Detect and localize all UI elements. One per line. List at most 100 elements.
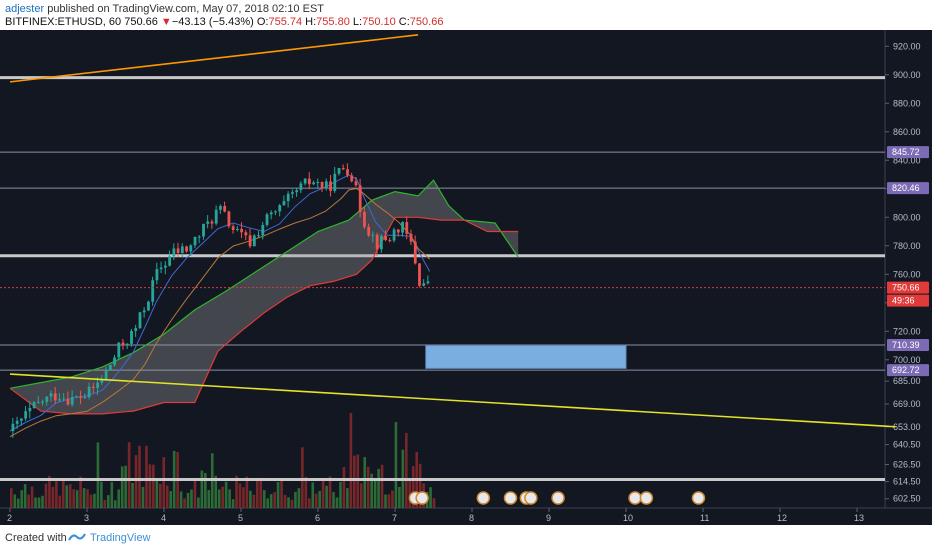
candle-body [83, 397, 87, 399]
volume-bar [359, 483, 363, 508]
volume-bar [61, 478, 65, 508]
volume-bar [301, 447, 304, 508]
volume-bar [131, 483, 134, 508]
x-tick-label: 4 [161, 513, 166, 523]
cloud-upper-line [9, 179, 519, 389]
volume-bar [353, 455, 356, 508]
volume-bar [235, 475, 238, 508]
candle-body [168, 256, 172, 266]
event-marker-icon[interactable] [628, 491, 642, 505]
candle-body [28, 407, 32, 412]
volume-bar [328, 476, 332, 508]
volume-bar [138, 445, 141, 508]
candle-body [113, 357, 116, 365]
volume-bar [124, 465, 127, 508]
volume-bar [20, 490, 23, 508]
volume-bar [411, 466, 415, 508]
candle-body [202, 223, 205, 237]
volume-bar [391, 490, 394, 508]
candle-body [53, 393, 57, 401]
volume-bar [75, 490, 79, 508]
y-tick-label: 760.00 [893, 269, 921, 279]
candle-body [138, 312, 142, 329]
trendline[interactable] [9, 34, 419, 83]
price-tag-label: 49:36 [892, 296, 915, 306]
candle-body [278, 205, 282, 212]
volume-bar [148, 464, 152, 508]
event-marker-icon[interactable] [476, 491, 491, 505]
volume-bar [145, 445, 148, 508]
candle-body [261, 224, 265, 236]
candle-body [24, 411, 28, 419]
candle-body [189, 245, 193, 252]
candle-body [324, 181, 328, 189]
candle-body [75, 396, 78, 398]
candle-body [159, 267, 163, 270]
volume-bar [100, 481, 103, 508]
candle-body [341, 168, 345, 170]
y-tick-label: 900.00 [893, 70, 921, 80]
event-marker-icon[interactable] [691, 491, 706, 505]
candle-body [354, 181, 358, 186]
target-zone-box[interactable] [425, 345, 627, 369]
candle-body [185, 246, 188, 252]
candle-body [11, 423, 15, 432]
candle-body [392, 229, 396, 241]
trendline[interactable] [9, 373, 896, 428]
candle-body [252, 235, 256, 247]
y-tick-label: 720.00 [893, 326, 921, 336]
volume-bar [363, 457, 367, 508]
volume-bar [346, 488, 349, 508]
y-tick-label: 685.00 [893, 376, 921, 386]
candle-body [265, 214, 269, 225]
created-with-text: Created with [5, 532, 67, 544]
candle-body [379, 235, 383, 250]
x-tick-label: 8 [469, 513, 474, 523]
volume-bar [134, 455, 138, 508]
tradingview-brand-link[interactable]: TradingView [90, 532, 151, 544]
candle-body [100, 379, 104, 383]
candle-body [235, 228, 239, 230]
candle-body [409, 233, 413, 242]
y-tick-label: 653.00 [893, 422, 921, 432]
candle-body [130, 330, 133, 344]
volume-bar [339, 481, 342, 508]
price-chart[interactable]: 920.00900.00880.00860.00840.00820.00800.… [0, 30, 932, 525]
symbol-label: BITFINEX:ETHUSD, 60 [5, 16, 122, 28]
candle-body [223, 205, 227, 212]
volume-bar [152, 464, 155, 508]
candle-body [396, 229, 400, 233]
volume-bar [228, 489, 231, 508]
candle-body [108, 364, 112, 371]
event-marker-icon[interactable] [524, 491, 538, 505]
volume-bar [110, 482, 114, 508]
price-tag [887, 281, 929, 294]
price-axis-panel [885, 30, 932, 525]
event-marker-icon[interactable] [503, 491, 518, 505]
x-tick-label: 12 [777, 513, 787, 523]
price-tag [887, 364, 929, 377]
volume-bar [120, 466, 124, 508]
volume-bar [127, 442, 131, 508]
x-tick-label: 9 [546, 513, 551, 523]
volume-bar [429, 487, 432, 508]
volume-bar [93, 493, 96, 508]
volume-bar [290, 499, 294, 508]
event-marker-icon[interactable] [639, 491, 654, 505]
volume-bar [380, 464, 384, 508]
volume-bar [311, 482, 315, 508]
author-link[interactable]: adjester [5, 3, 45, 15]
price-tag [887, 182, 929, 195]
volume-bar [266, 498, 270, 508]
chart-background [0, 30, 932, 525]
event-marker-icon[interactable] [551, 491, 565, 505]
volume-bar [238, 483, 242, 508]
candle-body [401, 222, 404, 233]
candle-body [375, 234, 379, 250]
event-marker-icon[interactable] [415, 491, 429, 505]
candle-body [413, 241, 417, 264]
volume-bar [82, 488, 86, 508]
candle-body [197, 236, 201, 238]
change-arrow-icon: ▼ [160, 16, 172, 28]
close-value: 750.66 [409, 16, 444, 28]
